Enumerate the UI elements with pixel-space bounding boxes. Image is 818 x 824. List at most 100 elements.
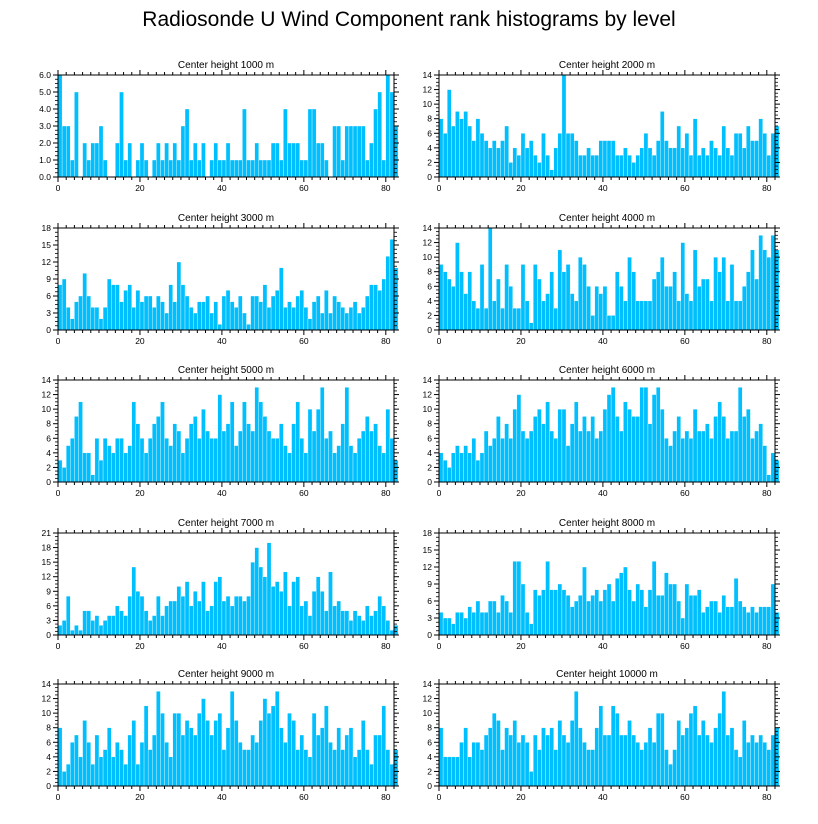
histogram-bar [664,140,669,178]
histogram-bar [549,271,554,331]
panel-title: Center height 6000 m [559,365,655,376]
histogram-bar [676,720,681,787]
histogram-bar [479,452,485,483]
histogram-bar [721,595,727,636]
histogram-bar [287,301,292,331]
histogram-bar [209,159,214,178]
histogram-bar [262,698,268,787]
y-tick-label: 4 [427,296,432,306]
histogram-bar [283,108,288,178]
x-tick-label: 80 [762,336,772,346]
histogram-bar [582,566,587,636]
histogram-bar [533,264,538,331]
histogram-bar [660,408,665,483]
histogram-bar [172,600,178,636]
histogram-bar [315,576,321,636]
histogram-bar [606,583,612,636]
histogram-bar [496,612,501,636]
y-tick-label: 4 [46,448,51,458]
histogram-bar [447,756,452,787]
histogram-bar [127,284,132,331]
histogram-bar [569,423,575,483]
histogram-bar [655,595,661,636]
histogram-bar [516,307,522,331]
histogram-bar [365,605,370,636]
histogram-bar [123,615,128,636]
histogram-bar [270,586,276,636]
histogram-bar [336,600,341,636]
histogram-bar [696,154,702,178]
histogram-bar [615,271,620,331]
histogram-bar [742,286,747,331]
histogram-bar [582,264,587,331]
histogram-bar [733,578,739,636]
x-tick-label: 80 [381,641,391,651]
histogram-bar [262,159,268,178]
histogram-bar [356,615,362,636]
histogram-bar [508,612,513,636]
histogram-bar [180,284,186,331]
x-tick-label: 40 [217,183,227,193]
histogram-bar [188,727,194,787]
histogram-bar [733,300,739,331]
histogram-bar [111,452,116,483]
histogram-bar [348,620,354,636]
histogram-bar [258,301,264,331]
histogram-bar [717,612,722,636]
x-tick-label: 20 [135,183,145,193]
histogram-bar [361,620,366,636]
y-tick-label: 10 [423,99,433,109]
histogram-bar [147,620,153,636]
histogram-bar [254,387,259,483]
histogram-bar [459,452,464,483]
histogram-bar [561,408,567,483]
histogram-bar [635,154,640,178]
histogram-bar [180,125,186,178]
y-tick-label: 14 [42,375,52,385]
panel-title: Center height 2000 m [559,60,655,71]
histogram-bar [299,605,305,636]
histogram-bar [311,108,317,178]
histogram-bar [201,581,206,636]
histogram-bar [545,561,550,636]
histogram-bar [381,278,386,331]
histogram-bar [111,756,116,787]
histogram-bar [487,727,493,787]
histogram-bar [188,423,194,483]
histogram-bar [467,756,472,787]
histogram-bar [106,727,112,787]
histogram-bar [520,734,526,787]
histogram-bar [639,387,645,483]
histogram-bar [188,159,194,178]
histogram-bar [123,159,128,178]
histogram-bar [291,581,296,636]
x-tick-label: 40 [598,792,608,802]
histogram-bar [328,571,333,636]
histogram-bar [508,438,513,483]
histogram-bar [660,595,665,636]
histogram-bar [504,125,509,178]
histogram-bar [467,606,472,636]
histogram-bar [225,142,231,178]
histogram-bar [586,286,591,331]
histogram-bar [631,416,636,483]
histogram-bar [639,589,645,636]
histogram-bar [758,118,763,178]
histogram-bar [90,620,96,636]
histogram-bar [156,416,161,483]
histogram-bar [524,300,530,331]
histogram-bar [229,159,235,178]
histogram-bar [328,742,333,787]
y-tick-label: 10 [423,708,433,718]
y-tick-label: 6 [46,433,51,443]
x-tick-label: 80 [381,792,391,802]
x-tick-label: 20 [516,641,526,651]
histogram-bar [172,301,178,331]
histogram-bar [549,430,554,483]
histogram-bar [356,438,362,483]
histogram-bar [508,286,513,331]
histogram-bar [533,416,538,483]
histogram-bar [180,452,186,483]
histogram-bar [647,147,653,178]
histogram-bar [213,301,218,331]
